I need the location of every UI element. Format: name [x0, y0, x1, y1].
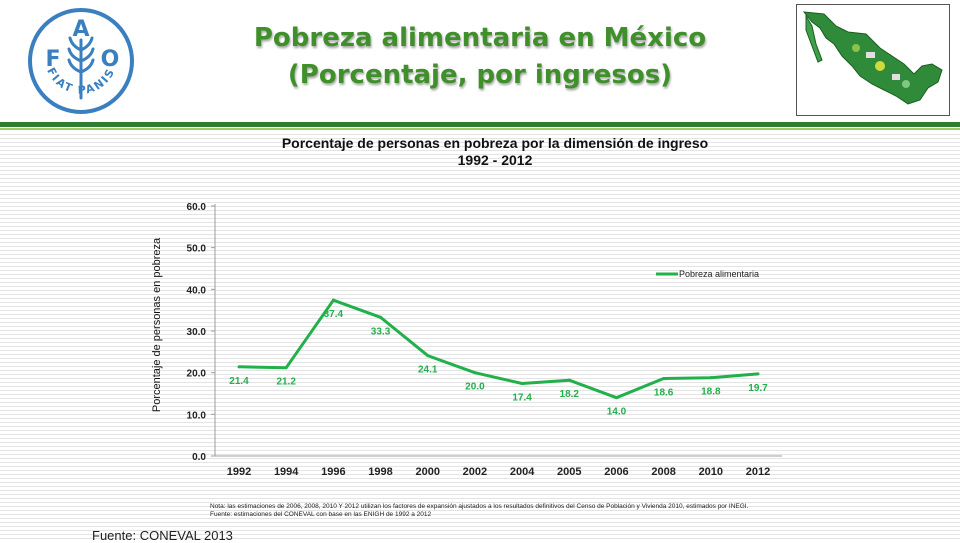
- x-tick-label: 2008: [651, 466, 675, 478]
- data-label: 20.0: [465, 382, 485, 393]
- data-point: [237, 365, 241, 369]
- y-tick-label: 0.0: [192, 452, 206, 463]
- data-point: [520, 382, 524, 385]
- x-tick-label: 1994: [274, 466, 299, 478]
- y-tick-label: 40.0: [187, 285, 207, 296]
- mexico-map-icon: [796, 4, 950, 116]
- data-point: [426, 354, 430, 358]
- x-tick-label: 1996: [321, 466, 345, 478]
- logo-letter-a: A: [72, 17, 89, 42]
- y-ticks: 0.0 10.0 20.0 30.0 40.0 50.0 60.0: [187, 202, 215, 463]
- slide-title-line-1: Pobreza alimentaria en México: [253, 23, 707, 53]
- slide-header: F A O FIAT PANIS Pobreza alimentaria en …: [0, 0, 960, 122]
- x-tick-label: 2010: [699, 466, 723, 478]
- data-label: 17.4: [512, 393, 532, 404]
- slide-source: Fuente: CONEVAL 2013: [92, 528, 233, 543]
- y-tick-label: 20.0: [187, 369, 207, 380]
- data-point: [756, 372, 760, 376]
- legend: Pobreza alimentaria: [656, 269, 759, 279]
- x-tick-label: 2006: [604, 466, 628, 478]
- x-tick-label: 2012: [746, 466, 770, 478]
- y-tick-label: 10.0: [187, 410, 207, 421]
- line-chart: Porcentaje de personas en pobreza por la…: [151, 135, 782, 518]
- x-tick-label: 2000: [415, 466, 439, 478]
- y-axis-label: Porcentaje de personas en pobreza: [151, 237, 163, 412]
- x-tick-label: 2005: [557, 466, 581, 478]
- data-label: 19.7: [748, 383, 768, 394]
- legend-label: Pobreza alimentaria: [679, 269, 759, 279]
- data-label: 18.6: [654, 388, 674, 399]
- data-label: 18.8: [701, 387, 721, 398]
- data-point: [662, 377, 666, 380]
- series-line-pobreza-alimentaria: [238, 298, 759, 400]
- data-point: [567, 378, 571, 382]
- chart-note: Nota: las estimaciones de 2006, 2008, 20…: [210, 503, 749, 510]
- data-labels: 21.4 21.2 37.4 33.3 24.1 20.0 17.4 18.2 14.0 18.6…: [229, 298, 768, 418]
- header-divider-accent: [0, 128, 960, 130]
- logo-letter-f: F: [45, 47, 60, 72]
- x-ticks: 1992 1994 1996 1998 2000 2002 2004 2005 2006 2008…: [227, 466, 770, 478]
- x-tick-label: 2002: [463, 466, 487, 478]
- header-divider: [0, 122, 960, 127]
- data-point: [473, 371, 477, 375]
- data-label: 24.1: [418, 365, 438, 376]
- chart-subtitle: 1992 - 2012: [458, 152, 533, 168]
- y-tick-label: 30.0: [187, 327, 207, 338]
- data-point: [284, 366, 288, 370]
- data-point: [379, 315, 383, 319]
- slide-title: Pobreza alimentaria en México (Porcentaj…: [200, 20, 760, 94]
- chart-note-source: Fuente: estimaciones del CONEVAL con bas…: [210, 511, 432, 518]
- data-label: 21.4: [229, 376, 249, 387]
- data-point: [331, 298, 335, 302]
- chart-title: Porcentaje de personas en pobreza por la…: [282, 135, 708, 151]
- slide-title-line-2: (Porcentaje, por ingresos): [287, 60, 673, 90]
- logo-letter-o: O: [101, 47, 120, 72]
- y-tick-label: 60.0: [187, 202, 207, 213]
- data-point: [614, 396, 618, 400]
- data-label: 18.2: [560, 389, 580, 400]
- data-label: 14.0: [607, 407, 627, 418]
- chart-background: [0, 131, 960, 540]
- x-tick-label: 2004: [510, 466, 535, 478]
- x-tick-label: 1998: [368, 466, 392, 478]
- x-tick-label: 1992: [227, 466, 251, 478]
- data-label: 21.2: [276, 377, 296, 388]
- data-label: 37.4: [324, 309, 344, 320]
- data-point: [709, 376, 713, 380]
- fao-wheat-logo-icon: F A O FIAT PANIS: [28, 8, 134, 114]
- data-label: 33.3: [371, 326, 391, 337]
- y-tick-label: 50.0: [187, 244, 207, 255]
